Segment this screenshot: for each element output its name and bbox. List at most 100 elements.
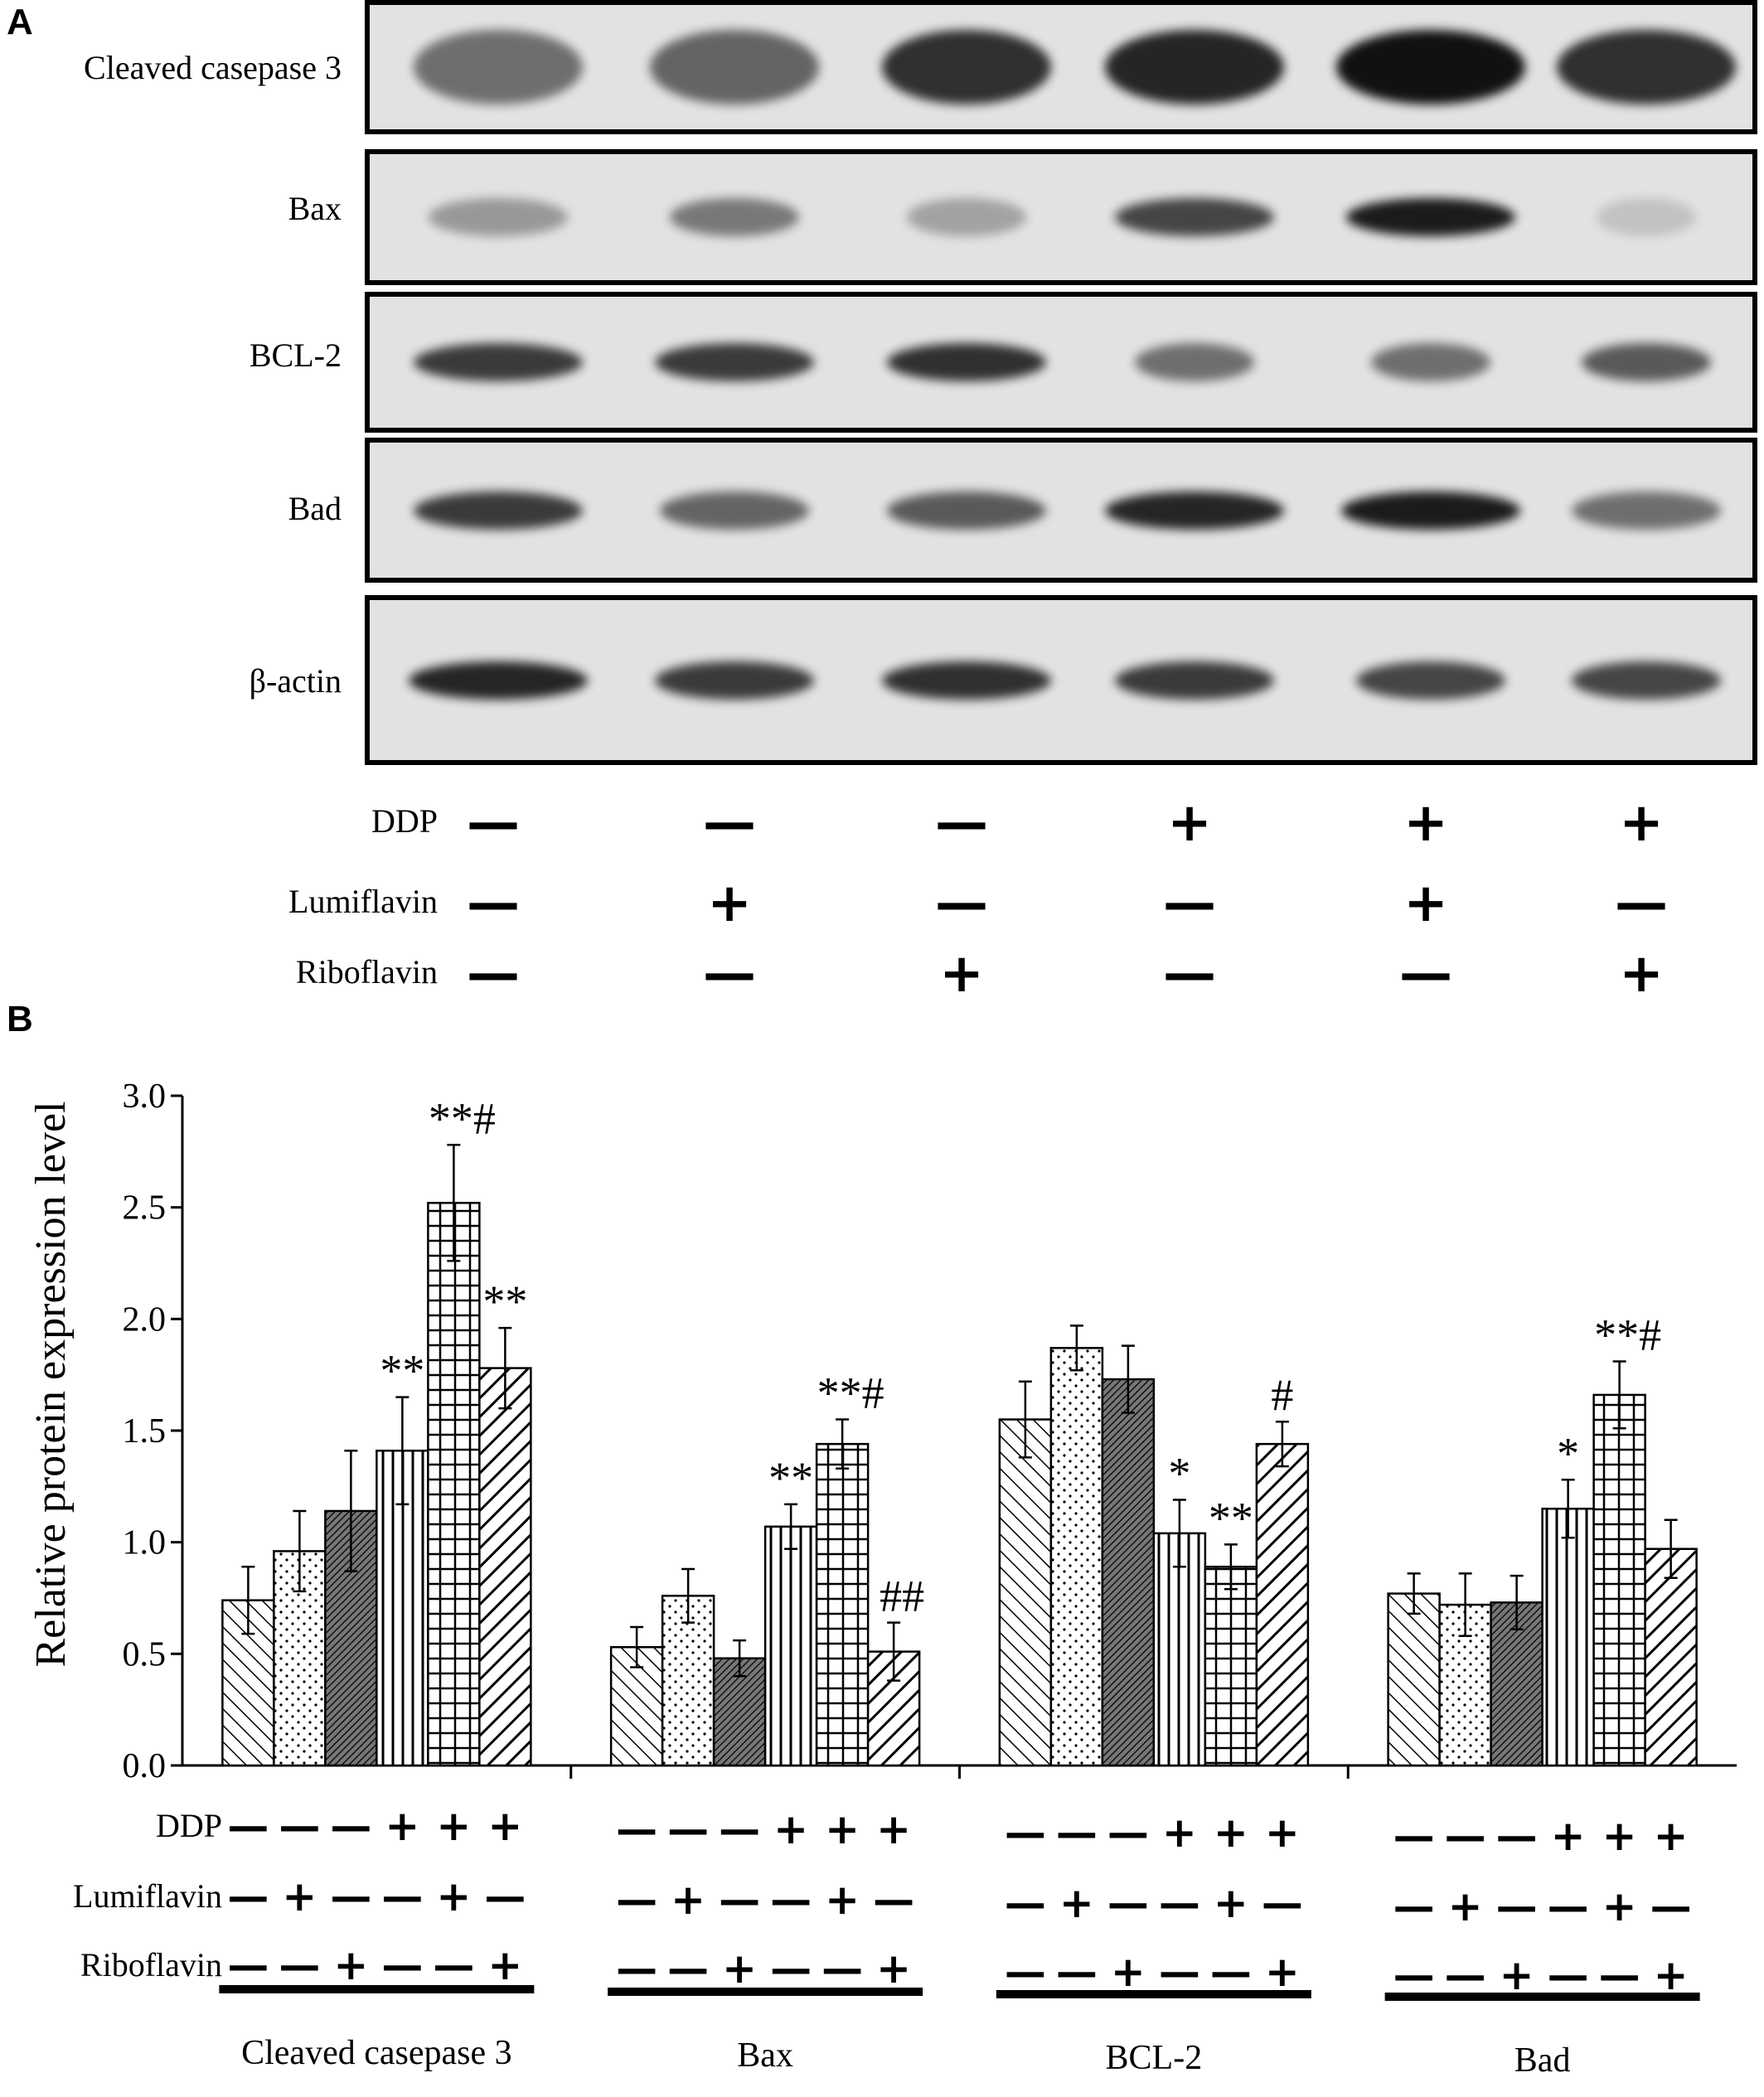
- blot-label: Bad: [288, 490, 342, 527]
- treatment-symbol: +: [1059, 1879, 1094, 1927]
- treatment-symbol: —: [616, 1944, 657, 1993]
- treatment-symbol: +: [436, 1802, 471, 1850]
- bar: [1255, 1442, 1310, 1767]
- bar: [1387, 1592, 1441, 1767]
- blot-band: [1341, 491, 1520, 530]
- treatment-symbol: —: [1056, 1809, 1098, 1857]
- treatment-symbol: +: [1167, 792, 1212, 854]
- blot-label: Cleaved casepase 3: [84, 49, 342, 86]
- treatment-symbol: +: [876, 1805, 911, 1853]
- blot-band: [1336, 30, 1525, 104]
- treatment-symbol: +: [333, 1941, 368, 1989]
- treatment-symbol: —: [1548, 1951, 1589, 1999]
- treatment-symbol: —: [1548, 1882, 1589, 1930]
- treatment-symbol: —: [381, 1941, 423, 1989]
- blot-band: [1135, 343, 1254, 381]
- blot-band: [1105, 30, 1284, 104]
- y-tick-label: 0.5: [123, 1635, 167, 1673]
- treatment-symbol: +: [1403, 792, 1448, 854]
- x-category-label: Bax: [737, 2036, 793, 2075]
- bar: [1152, 1532, 1207, 1767]
- bar: [1592, 1393, 1646, 1767]
- treatment-symbol: —: [330, 1802, 371, 1850]
- treatment-symbol: +: [1214, 1879, 1248, 1927]
- significance-mark: **: [768, 1453, 813, 1503]
- treatment-symbol: —: [330, 1872, 371, 1920]
- treatment-symbol: +: [436, 1872, 471, 1920]
- treatment-symbol: —: [484, 1872, 526, 1920]
- treatment-symbol: +: [487, 1941, 522, 1989]
- treatment-symbol: —: [1496, 1882, 1538, 1930]
- blot-band: [670, 198, 799, 236]
- treatment-symbol: —: [467, 873, 520, 934]
- bar: [1204, 1566, 1258, 1767]
- treatment-symbol: —: [1599, 1951, 1640, 1999]
- treatment-symbol: —: [467, 792, 520, 854]
- bar: [1101, 1378, 1156, 1767]
- blot-band: [414, 30, 583, 104]
- treatment-symbol: —: [719, 1805, 760, 1853]
- treatment-symbol: +: [1265, 1948, 1300, 1996]
- treatment-symbol: —: [935, 873, 988, 934]
- treatment-symbol: +: [1111, 1948, 1146, 1996]
- treatment-symbol: +: [1265, 1809, 1300, 1857]
- treatment-symbol: —: [667, 1944, 709, 1993]
- treatment-symbol: —: [1496, 1812, 1538, 1860]
- treatment-symbol: —: [616, 1805, 657, 1853]
- treatment-symbol: —: [1262, 1879, 1303, 1927]
- treatment-symbol: +: [1619, 943, 1664, 1005]
- blot-band: [660, 491, 809, 530]
- significance-mark: *: [1557, 1428, 1579, 1478]
- treatment-symbol: —: [703, 943, 756, 1005]
- panel-b-letter: B: [7, 999, 33, 1039]
- treatment-symbol: —: [433, 1941, 474, 1989]
- blot-band: [429, 198, 568, 236]
- treatment-label: DDP: [371, 802, 438, 840]
- bar: [478, 1367, 532, 1767]
- y-axis-label: Relative protein expression level: [27, 1101, 75, 1667]
- treatment-symbol: —: [1005, 1948, 1046, 1996]
- blot-band: [1597, 198, 1696, 236]
- bar: [1049, 1347, 1104, 1767]
- treatment-symbol: —: [279, 1941, 320, 1989]
- treatment-symbol: —: [227, 1941, 269, 1989]
- treatment-symbol: +: [825, 1805, 860, 1853]
- bar: [763, 1525, 818, 1767]
- blot-band: [414, 491, 583, 530]
- treatment-symbol: —: [279, 1802, 320, 1850]
- bar-chart: Relative protein expression level 0.0 0.5…: [27, 1078, 1737, 2080]
- treatment-symbol: +: [773, 1805, 808, 1853]
- y-tick-label: 2.0: [123, 1300, 167, 1339]
- blot-band: [882, 661, 1051, 700]
- blot-band: [1572, 491, 1721, 530]
- treatment-symbol: —: [1445, 1951, 1486, 1999]
- treatment-symbol: —: [1005, 1879, 1046, 1927]
- significance-mark: **: [1209, 1493, 1253, 1542]
- treatment-symbol: —: [1159, 1879, 1200, 1927]
- blot-strip: [365, 149, 1757, 285]
- treatment-symbol: +: [707, 873, 752, 934]
- treatment-row-label: Riboflavin: [80, 1946, 222, 1983]
- y-tick-label: 1.5: [123, 1412, 167, 1450]
- blot-strip: [365, 595, 1757, 765]
- group-underline: [219, 1985, 535, 1993]
- bar: [815, 1442, 870, 1767]
- treatment-symbol: +: [876, 1944, 911, 1993]
- bar: [1644, 1547, 1698, 1767]
- treatment-symbol: —: [719, 1876, 760, 1924]
- treatment-symbol: —: [1393, 1951, 1435, 1999]
- blot-label: BCL-2: [249, 337, 342, 374]
- blot-band: [655, 661, 814, 700]
- treatment-symbol: +: [825, 1876, 860, 1924]
- blot-band: [887, 491, 1046, 530]
- treatment-symbol: —: [227, 1802, 269, 1850]
- treatment-symbol: +: [1162, 1809, 1197, 1857]
- blot-strip: [365, 292, 1757, 433]
- group-underline: [1384, 1993, 1700, 2001]
- treatment-symbol: +: [1448, 1882, 1483, 1930]
- significance-mark: **#: [817, 1368, 884, 1418]
- treatment-symbol: +: [1214, 1809, 1248, 1857]
- treatment-symbol: —: [616, 1876, 657, 1924]
- blot-strip: [365, 438, 1757, 583]
- treatment-symbol: —: [1445, 1812, 1486, 1860]
